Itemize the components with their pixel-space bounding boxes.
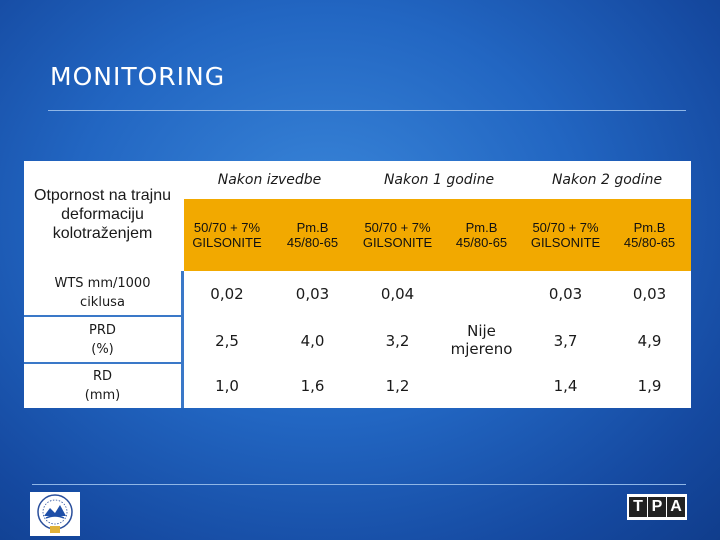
subheader-line: 50/70 + 7% [532, 220, 599, 235]
corner-line-3: kolotraženjem [52, 225, 153, 242]
row-label-line: (%) [91, 341, 114, 357]
title-divider [48, 110, 686, 111]
subheader-cell: 50/70 + 7% GILSONITE [355, 199, 441, 271]
corner-line-1: Otpornost na trajnu [34, 187, 171, 204]
value-cell: 3,7 [523, 317, 609, 364]
value-cell: 1,4 [523, 363, 609, 408]
value-cell: 2,5 [184, 317, 270, 364]
corner-line-2: deformaciju [61, 206, 144, 223]
value-cell: 4,9 [608, 317, 692, 364]
value-cell: 0,04 [355, 271, 441, 318]
period-header-after-1-year: Nakon 1 godine [355, 161, 524, 199]
subheader-cell: 50/70 + 7% GILSONITE [523, 199, 609, 271]
subheader-cell: Pm.B 45/80-65 [608, 199, 692, 271]
subheader-line: GILSONITE [362, 235, 433, 250]
subheader-line: Pm.B [633, 220, 666, 235]
row-label-line: (mm) [84, 387, 121, 403]
tpa-logo: T P A [627, 494, 687, 520]
row-label-wts: WTS mm/1000 ciklusa [24, 271, 184, 318]
subheader-cell: Pm.B 45/80-65 [270, 199, 356, 271]
subheader-line: Pm.B [465, 220, 498, 235]
row-label-line: PRD [89, 322, 116, 338]
tpa-letter: A [667, 497, 685, 517]
value-cell: 0,03 [523, 271, 609, 318]
subheader-line: 45/80-65 [455, 235, 508, 250]
row-label-line: WTS mm/1000 [54, 276, 151, 292]
subheader-line: GILSONITE [530, 235, 601, 250]
subheader-cell: 50/70 + 7% GILSONITE [184, 199, 270, 271]
corner-header: Otpornost na trajnu deformaciju kolotraž… [24, 161, 184, 271]
value-cell: 0,02 [184, 271, 270, 318]
tpa-letter: P [648, 497, 666, 517]
row-label-line: ciklusa [80, 295, 125, 311]
subheader-line: 45/80-65 [286, 235, 339, 250]
value-cell: 1,9 [608, 363, 692, 408]
footer-divider [32, 484, 686, 485]
row-label-prd: PRD (%) [24, 317, 184, 364]
value-cell: 1,0 [184, 363, 270, 408]
subheader-line: 50/70 + 7% [364, 220, 431, 235]
subheader-line: 50/70 + 7% [193, 220, 261, 235]
subheader-cell: Pm.B 45/80-65 [440, 199, 524, 271]
value-cell: 0,03 [270, 271, 356, 318]
value-cell: 1,2 [355, 363, 441, 408]
period-header-after-2-years: Nakon 2 godine [523, 161, 692, 199]
subheader-line: Pm.B [296, 220, 329, 235]
row-label-line: RD [92, 368, 113, 384]
tpa-letter: T [629, 497, 647, 517]
value-cell: 3,2 [355, 317, 441, 364]
value-cell: 4,0 [270, 317, 356, 364]
value-cell: 1,6 [270, 363, 356, 408]
slide-title: MONITORING [50, 62, 226, 91]
not-measured-cell: Nije mjereno [440, 271, 524, 408]
seal-logo-icon [37, 494, 73, 533]
organization-logo [30, 492, 80, 536]
period-header-after-construction: Nakon izvedbe [184, 161, 356, 199]
table-row: PRD (%) 2,5 4,0 3,2 3,7 4,9 [24, 317, 692, 364]
table-row: RD (mm) 1,0 1,6 1,2 1,4 1,9 [24, 363, 692, 408]
monitoring-table: Otpornost na trajnu deformaciju kolotraž… [24, 161, 692, 408]
value-cell: 0,03 [608, 271, 692, 318]
table-row: WTS mm/1000 ciklusa 0,02 0,03 0,04 Nije … [24, 271, 692, 408]
subheader-line: 45/80-65 [623, 235, 676, 250]
not-measured-line: Nije [467, 321, 496, 340]
subheader-line: GILSONITE [192, 235, 262, 250]
not-measured-line: mjereno [450, 339, 513, 358]
row-label-rd: RD (mm) [24, 363, 184, 408]
